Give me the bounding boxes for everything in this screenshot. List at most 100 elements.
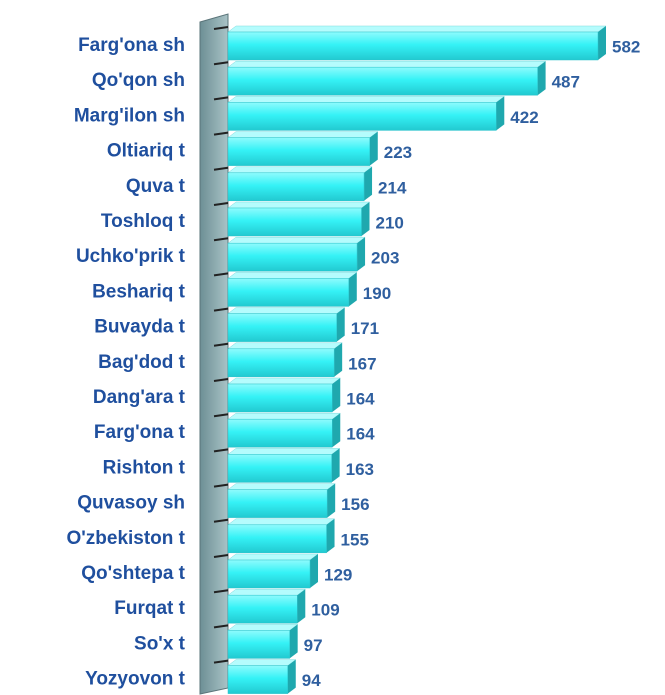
y-tick-label: Qo'qon sh: [92, 70, 185, 91]
bar-top: [227, 272, 358, 279]
axis-tick: [213, 272, 229, 277]
bar-group: 164: [227, 412, 375, 448]
bar: [227, 559, 311, 589]
value-label: 582: [612, 37, 640, 56]
y-tick-label: Quvasoy sh: [77, 493, 185, 514]
bar-group: 422: [227, 96, 539, 131]
y-tick-label: Beshariq t: [92, 281, 186, 302]
bar: [227, 278, 350, 307]
bar-group: 164: [227, 377, 375, 413]
value-label: 167: [348, 354, 376, 373]
bar-side: [289, 624, 298, 659]
bar-side: [537, 61, 546, 96]
value-label: 109: [311, 601, 339, 620]
bar: [227, 137, 371, 166]
bar-side: [331, 448, 340, 483]
bar-group: 214: [227, 166, 407, 202]
y-tick-label: Yozyovon t: [85, 669, 186, 690]
bar-top: [227, 131, 379, 138]
bar: [227, 418, 333, 448]
value-label: 164: [346, 425, 375, 444]
bar-top: [227, 659, 297, 666]
bar-side: [332, 378, 341, 412]
bar-top: [227, 60, 547, 68]
axis-tick: [213, 166, 229, 171]
value-label: 97: [304, 636, 323, 655]
bar: [227, 665, 289, 694]
bar: [227, 630, 290, 659]
bar-side: [598, 26, 606, 60]
bar-group: 582: [227, 25, 640, 61]
bar-group: 163: [227, 448, 374, 483]
bar: [227, 524, 327, 554]
y-tick-label: Dang'ara t: [93, 387, 186, 408]
bar: [227, 383, 333, 413]
y-tick-label: Toshloq t: [101, 211, 186, 232]
bar-top: [227, 483, 336, 490]
axis-tick: [213, 307, 229, 312]
bar-side: [287, 659, 296, 694]
axis-tick: [213, 448, 229, 453]
axis-tick: [213, 659, 229, 664]
value-label: 94: [302, 671, 321, 690]
bar-group: 223: [227, 131, 412, 166]
bar-group: 203: [227, 236, 399, 272]
axis-tick: [213, 96, 229, 101]
bar-side: [332, 413, 341, 448]
bar: [227, 348, 335, 378]
bar-top: [227, 448, 341, 455]
y-tick-label: Quva t: [126, 176, 186, 197]
bar: [227, 454, 332, 483]
y-tick-label: Farg'ona t: [94, 422, 186, 443]
value-label: 203: [371, 249, 399, 268]
y-tick-label: Farg'ona sh: [78, 35, 185, 56]
axis-tick: [213, 237, 229, 242]
y-tick-label: Bag'dod t: [98, 352, 186, 373]
value-label: 156: [341, 495, 369, 514]
bar-top: [227, 553, 319, 561]
axis-tick: [213, 518, 229, 523]
y-tick-label: O'zbekiston t: [66, 528, 185, 549]
bar-side: [361, 202, 370, 236]
bar-top: [227, 166, 373, 174]
bar: [227, 489, 328, 518]
value-label: 164: [346, 389, 375, 408]
bar-top: [227, 201, 371, 209]
bar-top: [227, 412, 342, 420]
bar: [227, 102, 497, 131]
plot-area: Farg'ona sh 582 Qo'qon sh 487 Marg'ilon sh 42…: [66, 25, 640, 694]
bar-group: 156: [227, 483, 370, 518]
y-tick-label: Rishton t: [103, 457, 186, 478]
axis-tick: [213, 378, 229, 382]
bar-side: [348, 272, 357, 307]
bar: [227, 172, 365, 202]
value-label: 223: [384, 143, 412, 162]
bar-group: 171: [227, 307, 379, 342]
axis-tick: [213, 131, 229, 136]
bar-top: [227, 307, 346, 314]
y-tick-label: Marg'ilon sh: [74, 105, 185, 126]
bar-top: [227, 96, 506, 103]
bar-group: 109: [227, 588, 340, 624]
y-tick-label: So'x t: [134, 633, 186, 654]
value-label: 214: [378, 178, 407, 197]
bar-side: [310, 554, 319, 588]
bar-side: [297, 589, 306, 624]
bar: [227, 313, 337, 342]
value-label: 155: [341, 530, 369, 549]
bar-top: [227, 588, 307, 596]
bar-side: [327, 483, 336, 518]
y-tick-label: Oltiariq t: [107, 141, 186, 162]
bar-side: [326, 518, 335, 553]
bar: [227, 594, 298, 624]
bar-group: 155: [227, 518, 369, 554]
axis-tick: [213, 554, 229, 558]
bar-group: 97: [227, 624, 323, 659]
value-label: 163: [346, 460, 374, 479]
axis-tick: [213, 624, 229, 629]
bar-top: [227, 377, 342, 385]
value-label: 171: [351, 319, 379, 338]
axis-tick: [213, 589, 229, 594]
axis-tick: [213, 61, 229, 66]
